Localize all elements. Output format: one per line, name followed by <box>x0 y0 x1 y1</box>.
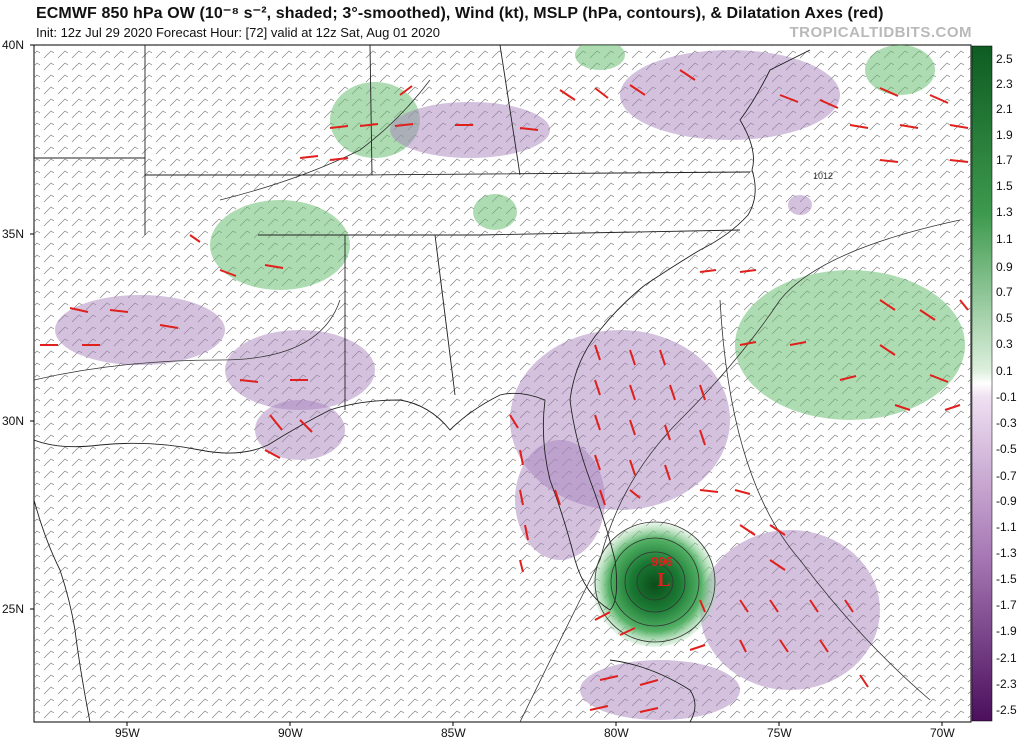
lon-label-70w: 70W <box>930 726 955 740</box>
colorbar-tick: -0.3 <box>996 416 1017 430</box>
coastlines <box>34 45 811 722</box>
colorbar-tick: -1.3 <box>996 546 1017 560</box>
colorbar-tick: -0.9 <box>996 494 1017 508</box>
lat-label-25n: 25N <box>2 602 25 616</box>
colorbar-tick: -0.7 <box>996 469 1017 483</box>
lon-label-85w: 85W <box>441 726 466 740</box>
colorbar <box>971 45 993 722</box>
chart-title: ECMWF 850 hPa OW (10⁻⁸ s⁻², shaded; 3°-s… <box>36 5 884 22</box>
colorbar-tick: 0.3 <box>996 337 1013 351</box>
colorbar-tick: 2.5 <box>996 52 1013 66</box>
colorbar-tick: 1.7 <box>996 153 1013 167</box>
colorbar-tick: 2.3 <box>996 77 1013 91</box>
lat-label-40n: 40N <box>2 38 25 52</box>
colorbar-tick: 1.3 <box>996 205 1013 219</box>
colorbar-tick: -2.1 <box>996 651 1017 665</box>
colorbar-tick: 2.1 <box>996 102 1013 116</box>
colorbar-tick: -2.3 <box>996 677 1017 691</box>
low-pressure-value: 996 <box>651 554 673 569</box>
colorbar-tick: 0.1 <box>996 364 1013 378</box>
mslp-contours <box>34 79 961 722</box>
colorbar-tick: 0.5 <box>996 311 1013 325</box>
colorbar-tick: -1.5 <box>996 572 1017 586</box>
chart-subtitle: Init: 12z Jul 29 2020 Forecast Hour: [72… <box>36 25 440 40</box>
colorbar-tick: -1.9 <box>996 624 1017 638</box>
colorbar-tick: -1.1 <box>996 520 1017 534</box>
brand-watermark: TROPICALTIDBITS.COM <box>789 24 972 41</box>
colorbar-tick: -0.1 <box>996 390 1017 404</box>
colorbar-tick: -0.5 <box>996 442 1017 456</box>
axis-ticks <box>30 44 943 726</box>
colorbar-tick: 1.5 <box>996 179 1013 193</box>
colorbar-tick: 0.9 <box>996 260 1013 274</box>
lat-label-30n: 30N <box>2 414 25 428</box>
lon-label-80w: 80W <box>604 726 629 740</box>
ow-negative-shading <box>55 50 880 720</box>
ow-max-core <box>593 523 717 647</box>
colorbar-tick: -1.7 <box>996 598 1017 612</box>
dilatation-axes <box>40 69 969 713</box>
ow-positive-shading <box>210 45 965 420</box>
isobar-label: 1012 <box>813 171 833 181</box>
lon-label-90w: 90W <box>278 726 303 740</box>
colorbar-tick: 1.9 <box>996 128 1013 142</box>
lon-label-95w: 95W <box>115 726 140 740</box>
lat-label-35n: 35N <box>2 227 25 241</box>
colorbar-tick: -2.5 <box>996 703 1017 717</box>
low-center-symbol: L <box>657 569 670 591</box>
lon-label-75w: 75W <box>767 726 792 740</box>
colorbar-tick: 1.1 <box>996 232 1013 246</box>
colorbar-tick: 0.7 <box>996 285 1013 299</box>
